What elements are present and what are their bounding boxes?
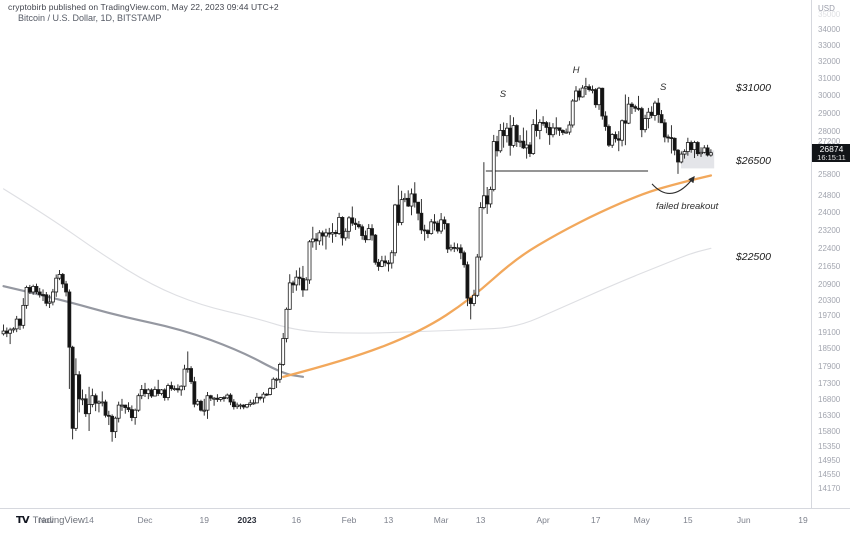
price-axis-unit: USD: [818, 4, 835, 13]
tradingview-logo-text: TradingView: [32, 515, 85, 526]
time-axis-label: 13: [383, 515, 394, 525]
price-axis-label: 27200: [818, 137, 841, 147]
price-axis-label: 23200: [818, 225, 841, 235]
breakout-arrow[interactable]: [651, 176, 695, 194]
publish-line: cryptobirb published on TradingView.com,…: [8, 2, 279, 12]
time-axis-label: 2023: [237, 515, 257, 525]
price-axis-label: 30000: [818, 91, 841, 100]
time-axis-label: 13: [475, 515, 486, 525]
failed-breakout-label[interactable]: failed breakout: [656, 201, 719, 212]
time-axis-label: May: [633, 515, 650, 525]
head-shoulders-label[interactable]: S: [660, 82, 667, 93]
price-axis-label: 34000: [818, 25, 841, 35]
countdown-timer: 16:15:11: [817, 152, 846, 162]
price-axis-label: 14170: [818, 484, 841, 494]
symbol-title: Bitcoin / U.S. Dollar, 1D, BITSTAMP: [18, 13, 162, 23]
head-shoulders-label[interactable]: S: [500, 89, 507, 100]
price-axis-label: 24000: [818, 207, 841, 217]
time-axis-label: 14: [84, 515, 94, 525]
price-axis-label: 28000: [818, 127, 841, 137]
price-axis-label: 16300: [818, 410, 841, 420]
price-axis-label: 15350: [818, 442, 841, 452]
price-axis-label: 19700: [818, 311, 841, 321]
time-axis[interactable]: Nov 14 Dec 19 2023 16 Feb 13 Mar 13 Apr 17 May 15 Jun 1…: [0, 508, 850, 534]
candles-layer: [1, 77, 713, 442]
time-axis-label: Jun: [736, 515, 751, 525]
last-price: 26874: [819, 143, 844, 154]
price-target-label[interactable]: $31000: [735, 82, 771, 94]
time-axis-label: 19: [199, 515, 209, 525]
price-axis-label: 21650: [818, 261, 841, 271]
time-axis-label: Feb: [341, 515, 357, 525]
price-axis-label: 16800: [818, 394, 841, 404]
price-axis-label: 25800: [818, 170, 841, 180]
price-axis-label: 18500: [818, 344, 841, 354]
time-axis-label: Apr: [536, 515, 550, 525]
price-axis-label: 17300: [818, 379, 841, 389]
price-axis-label: 15800: [818, 426, 841, 436]
ma-faint-line[interactable]: [2, 188, 712, 334]
price-axis-label: 24800: [818, 190, 841, 200]
time-axis-label: 15: [683, 515, 693, 525]
tradingview-logo[interactable]: TV TradingView: [16, 515, 85, 526]
price-axis-label: 29000: [818, 108, 841, 118]
price-target-label[interactable]: $26500: [735, 155, 771, 167]
price-axis-label: 17900: [818, 361, 841, 371]
time-axis-label: 17: [591, 515, 601, 525]
time-axis-label: 16: [291, 515, 302, 525]
ma-slow-gray-line[interactable]: [2, 285, 305, 378]
tradingview-icon: TV: [16, 515, 30, 526]
price-axis-label: 20300: [818, 295, 841, 305]
price-axis-label: 22400: [818, 244, 841, 254]
chart-canvas[interactable]: S H S $31000 $26500 $22500 failed breakout: [0, 0, 812, 508]
ma-fast-orange-line[interactable]: [282, 174, 713, 378]
price-axis-label: 32000: [818, 57, 841, 67]
price-axis-label: 19100: [818, 327, 841, 337]
head-shoulders-label[interactable]: H: [573, 65, 580, 76]
time-axis-label: 19: [798, 515, 808, 525]
price-axis-label: 20900: [818, 280, 841, 290]
price-axis-label: 33000: [818, 41, 841, 51]
time-axis-label: Nov: [38, 515, 54, 525]
time-axis-label: Dec: [137, 515, 153, 525]
price-target-label[interactable]: $22500: [735, 251, 771, 263]
price-axis[interactable]: USD 26874 16:15:11 35000 34000 33000 32000 3…: [811, 0, 850, 508]
time-axis-label: Mar: [433, 515, 449, 525]
last-price-badge: 26874 16:15:11: [812, 143, 850, 162]
price-axis-label: 14550: [818, 470, 841, 480]
price-axis-label: 35000: [818, 10, 841, 20]
price-axis-label: 14950: [818, 455, 841, 465]
price-axis-label: 31000: [818, 73, 841, 83]
